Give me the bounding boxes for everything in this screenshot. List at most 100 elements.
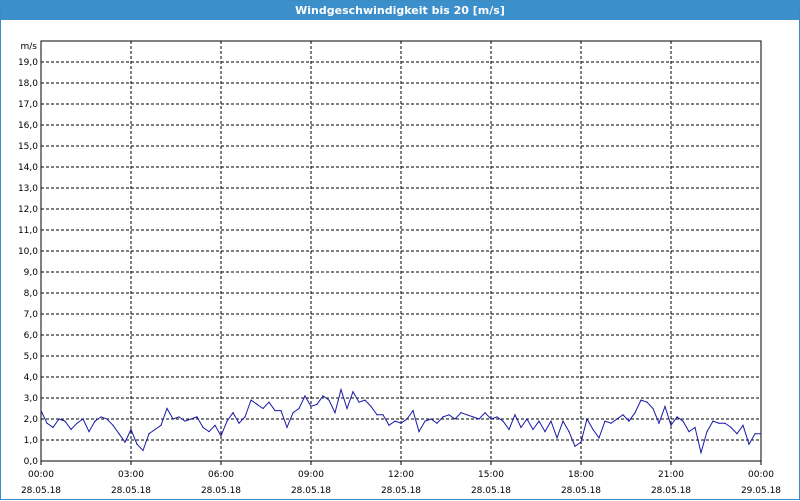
data-point xyxy=(316,403,318,405)
data-point xyxy=(394,420,396,422)
data-point xyxy=(328,399,330,401)
y-tick-label: 16,0 xyxy=(18,121,38,131)
data-point xyxy=(208,431,210,433)
data-point xyxy=(358,401,360,403)
data-point xyxy=(184,420,186,422)
data-point xyxy=(748,443,750,445)
data-point xyxy=(250,399,252,401)
data-point xyxy=(178,416,180,418)
y-tick-label: 17,0 xyxy=(18,100,38,110)
data-point xyxy=(490,418,492,420)
y-tick-label: 2,0 xyxy=(24,415,39,425)
x-tick-date: 28.05.18 xyxy=(381,486,421,496)
data-point xyxy=(616,418,618,420)
data-point xyxy=(562,420,564,422)
y-tick-label: 15,0 xyxy=(18,142,38,152)
data-point xyxy=(406,418,408,420)
x-tick-time: 18:00 xyxy=(568,470,594,480)
data-point xyxy=(166,407,168,410)
y-tick-label: 8,0 xyxy=(24,289,39,299)
y-tick-label: 6,0 xyxy=(24,331,39,341)
data-point xyxy=(508,428,510,431)
data-point xyxy=(298,407,300,410)
data-point xyxy=(88,431,90,433)
data-point xyxy=(232,412,234,414)
y-tick-label: 0,0 xyxy=(24,457,39,467)
data-point xyxy=(682,420,684,422)
data-point xyxy=(718,422,720,424)
y-tick-label: 18,0 xyxy=(18,79,38,89)
x-tick-time: 09:00 xyxy=(298,470,324,480)
data-point xyxy=(202,426,204,428)
data-point xyxy=(52,426,54,428)
x-tick-time: 21:00 xyxy=(658,470,684,480)
data-point xyxy=(622,414,624,416)
data-point xyxy=(478,418,480,420)
data-point xyxy=(550,420,552,422)
data-point xyxy=(652,407,654,410)
data-point xyxy=(592,428,594,431)
data-point xyxy=(310,405,312,407)
grid xyxy=(41,41,761,461)
data-point xyxy=(100,416,102,418)
y-tick-label: 1,0 xyxy=(24,436,39,446)
data-point xyxy=(118,433,120,435)
data-point xyxy=(370,405,372,407)
data-point xyxy=(190,418,192,420)
y-tick-label: 19,0 xyxy=(18,58,38,68)
x-tick-date: 28.05.18 xyxy=(561,486,601,496)
x-tick-time: 00:00 xyxy=(28,470,54,480)
y-tick-label: 4,0 xyxy=(24,373,39,383)
data-point xyxy=(364,399,366,401)
x-tick-time: 15:00 xyxy=(478,470,504,480)
data-point xyxy=(160,424,162,426)
y-axis-label: m/s xyxy=(21,42,38,52)
data-point xyxy=(736,433,738,435)
data-point xyxy=(670,424,672,426)
data-point xyxy=(262,407,264,410)
data-point xyxy=(730,426,732,428)
x-tick-date: 28.05.18 xyxy=(201,486,241,496)
data-point xyxy=(454,418,456,420)
data-point xyxy=(472,416,474,418)
data-point xyxy=(214,424,216,426)
data-point xyxy=(706,431,708,433)
data-point xyxy=(346,407,348,410)
x-tick-date: 28.05.18 xyxy=(291,486,331,496)
data-point xyxy=(754,433,756,435)
data-point xyxy=(442,416,444,418)
data-point xyxy=(634,412,636,414)
data-point xyxy=(598,437,600,439)
data-point xyxy=(724,422,726,424)
data-point xyxy=(244,416,246,418)
data-point xyxy=(460,412,462,414)
data-point xyxy=(136,443,138,445)
data-point xyxy=(292,412,294,414)
data-point xyxy=(556,437,558,439)
data-point xyxy=(640,399,642,401)
data-point xyxy=(220,435,222,437)
data-point xyxy=(334,412,336,414)
data-point xyxy=(496,416,498,418)
data-point xyxy=(280,410,282,412)
data-point xyxy=(604,420,606,422)
data-point xyxy=(742,424,744,426)
data-point xyxy=(574,445,576,447)
y-tick-label: 14,0 xyxy=(18,163,38,173)
data-point xyxy=(700,452,702,454)
data-point xyxy=(124,441,126,443)
data-point xyxy=(226,420,228,422)
data-point xyxy=(418,431,420,433)
data-point xyxy=(388,424,390,426)
data-point xyxy=(466,414,468,416)
data-point xyxy=(658,422,660,424)
y-tick-label: 12,0 xyxy=(18,205,38,215)
data-point xyxy=(712,420,714,422)
data-point xyxy=(580,441,582,443)
data-point xyxy=(112,424,114,426)
data-point xyxy=(304,395,306,397)
data-point xyxy=(40,410,42,412)
data-point xyxy=(610,422,612,424)
data-point xyxy=(382,414,384,416)
